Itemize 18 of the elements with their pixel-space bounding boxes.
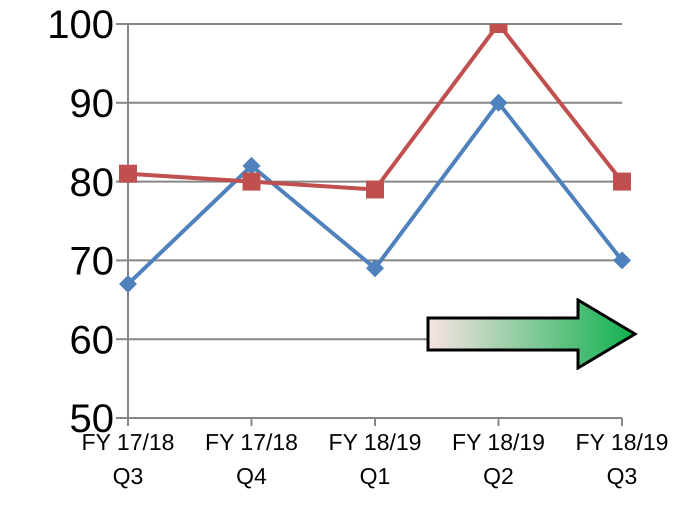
point xyxy=(613,251,631,270)
x-tick-label: FY 17/18 Q4 xyxy=(205,429,298,489)
point xyxy=(242,172,260,191)
y-tick-label: 60 xyxy=(70,318,114,362)
point xyxy=(366,259,384,278)
point xyxy=(613,172,631,191)
y-tick-label: 80 xyxy=(70,160,114,205)
point xyxy=(119,275,137,294)
x-tick-label: FY 18/19 Q2 xyxy=(452,429,545,489)
x-tick-label: FY 18/19 Q3 xyxy=(576,429,668,489)
point xyxy=(366,180,384,198)
y-tick-label: 90 xyxy=(70,82,114,126)
point xyxy=(490,94,508,112)
y-tick-label: 70 xyxy=(70,240,114,284)
y-tick-label: 100 xyxy=(47,3,114,48)
point xyxy=(119,164,137,183)
x-tick-label: FY 18/19 Q1 xyxy=(328,429,422,489)
point xyxy=(242,156,260,175)
